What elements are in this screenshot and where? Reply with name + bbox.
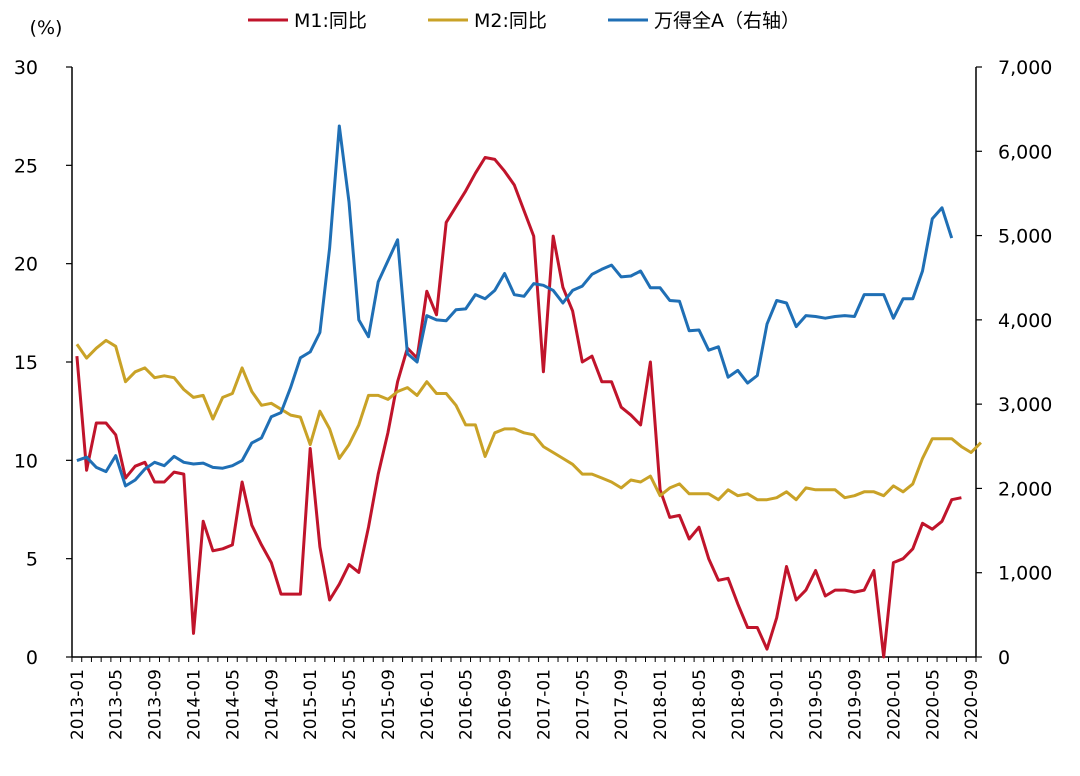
y-right-tick-label: 6,000: [998, 141, 1052, 163]
y-right-tick-label: 7,000: [998, 57, 1052, 79]
y-right-tick-label: 3,000: [998, 394, 1052, 416]
x-tick-label: 2013-01: [68, 669, 88, 740]
y-right-tick-label: 4,000: [998, 310, 1052, 332]
x-tick-label: 2020-01: [884, 669, 904, 740]
y-left-tick-label: 5: [26, 549, 38, 571]
y-right-tick-label: 5,000: [998, 226, 1052, 248]
x-tick-label: 2019-05: [807, 669, 827, 740]
legend: M1:同比 M2:同比 万得全A（右轴）: [248, 10, 800, 32]
y-left-tick-label: 0: [26, 647, 38, 669]
x-tick-label: 2018-01: [651, 669, 671, 740]
x-tick-label: 2014-01: [185, 669, 205, 740]
x-tick-label: 2016-09: [496, 669, 516, 740]
legend-label-wind-a: 万得全A（右轴）: [654, 10, 800, 32]
x-tick-label: 2017-01: [534, 669, 554, 740]
y-right-tick-label: 2,000: [998, 478, 1052, 500]
y-right-tick-label: 1,000: [998, 563, 1052, 585]
legend-label-m2: M2:同比: [474, 10, 547, 32]
x-tick-label: 2013-05: [107, 669, 127, 740]
y-left-tick-label: 15: [14, 352, 38, 374]
y-right-tick-label: 0: [998, 647, 1010, 669]
series-line-0: [75, 156, 962, 659]
x-tick-label: 2015-01: [301, 669, 321, 740]
y-left-tick-label: 10: [14, 450, 38, 472]
x-tick-label: 2016-05: [457, 669, 477, 740]
x-tick-label: 2014-05: [223, 669, 243, 740]
x-tick-label: 2020-09: [962, 669, 982, 740]
x-tick-label: 2015-09: [379, 669, 399, 740]
x-tick-label: 2016-01: [418, 669, 438, 740]
legend-label-m1: M1:同比: [294, 10, 367, 32]
y-left-tick-label: 30: [14, 57, 38, 79]
x-tick-label: 2015-05: [340, 669, 360, 740]
series-line-2: [76, 124, 954, 488]
x-tick-label: 2020-05: [923, 669, 943, 740]
y-left-tick-label: 20: [14, 254, 38, 276]
x-tick-label: 2013-09: [146, 669, 166, 740]
x-tick-label: 2014-09: [262, 669, 282, 740]
x-tick-label: 2018-09: [729, 669, 749, 740]
x-tick-label: 2019-01: [768, 669, 788, 740]
y-left-tick-label: 25: [14, 155, 38, 177]
series-line-1: [75, 338, 982, 502]
x-tick-label: 2017-09: [612, 669, 632, 740]
x-tick-label: 2018-05: [690, 669, 710, 740]
x-tick-label: 2019-09: [845, 669, 865, 740]
y-left-unit-label: (%): [30, 17, 63, 39]
series-group: [75, 124, 982, 659]
x-tick-label: 2017-05: [573, 669, 593, 740]
axes: 0 5 10 15 20 25 30 0 1,000 2,000 3,000 4,000 5,000 6,…: [14, 57, 1053, 740]
